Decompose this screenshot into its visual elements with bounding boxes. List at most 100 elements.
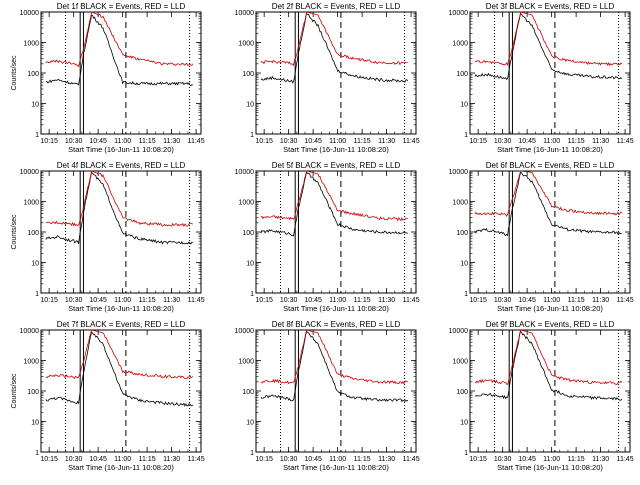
x-tick-label: 10:45 <box>304 297 322 304</box>
x-tick-label: 10:30 <box>280 297 298 304</box>
x-tick-label: 10:15 <box>255 456 273 463</box>
x-tick-label: 11:30 <box>163 456 180 463</box>
x-tick-label: 11:45 <box>403 456 420 463</box>
x-tick-label: 11:00 <box>329 297 346 304</box>
chart-title: Det 1f BLACK = Events, RED = LLD <box>57 2 186 11</box>
chart-panel-1: Det 1f BLACK = Events, RED = LLD 1 10 100 10… <box>11 2 205 154</box>
series-line-lld <box>474 329 623 385</box>
x-tick-label: 11:00 <box>114 138 131 145</box>
y-axis-label: Counts/sec <box>11 373 18 409</box>
x-tick-label: 10:15 <box>469 138 487 145</box>
y-tick-label: 10 <box>460 261 468 268</box>
x-axis-label: Start Time (16-Jun-11 10:08:20) <box>283 463 389 472</box>
x-tick-label: 11:30 <box>378 138 395 145</box>
chart-panel-9: Det 9f BLACK = Events, RED = LLD 1 10 100 10… <box>449 320 634 472</box>
y-axis-label: Counts/sec <box>11 55 18 91</box>
series-line-lld <box>260 11 408 67</box>
y-tick-label: 100 <box>27 230 39 237</box>
x-tick-label: 11:00 <box>543 456 560 463</box>
x-axis-label: Start Time (16-Jun-11 10:08:20) <box>68 463 174 472</box>
x-tick-label: 11:45 <box>188 456 205 463</box>
y-tick-label: 100 <box>27 389 39 396</box>
series-line-lld <box>45 11 194 68</box>
y-tick-label: 100 <box>242 71 254 78</box>
x-axis-label: Start Time (16-Jun-11 10:08:20) <box>283 145 389 154</box>
x-axis-label: Start Time (16-Jun-11 10:08:20) <box>283 304 389 313</box>
chart-title: Det 8f BLACK = Events, RED = LLD <box>272 320 401 329</box>
y-tick-label: 1000 <box>23 359 39 366</box>
y-tick-label: 1 <box>464 450 468 457</box>
chart-title: Det 7f BLACK = Events, RED = LLD <box>57 320 186 329</box>
y-tick-label: 10000 <box>20 169 40 176</box>
series-line-lld <box>45 170 194 228</box>
x-tick-label: 11:15 <box>354 456 371 463</box>
x-tick-label: 11:00 <box>114 297 131 304</box>
y-tick-label: 10 <box>246 102 254 109</box>
x-tick-label: 11:15 <box>139 297 156 304</box>
x-tick-label: 10:30 <box>280 138 298 145</box>
chart-panel-4: Det 4f BLACK = Events, RED = LLD 1 10 100 10… <box>11 161 205 313</box>
y-tick-label: 1 <box>464 291 468 298</box>
x-tick-label: 10:30 <box>280 456 298 463</box>
x-tick-label: 11:15 <box>354 297 371 304</box>
chart-title: Det 2f BLACK = Events, RED = LLD <box>272 2 401 11</box>
x-tick-label: 11:00 <box>329 456 346 463</box>
y-tick-label: 1 <box>250 132 254 139</box>
x-tick-label: 10:45 <box>304 456 322 463</box>
x-tick-label: 10:30 <box>494 456 512 463</box>
chart-panel-7: Det 7f BLACK = Events, RED = LLD 1 10 100 10… <box>11 320 205 472</box>
x-tick-label: 10:15 <box>40 297 58 304</box>
y-tick-label: 10000 <box>449 10 469 17</box>
chart-panel-5: Det 5f BLACK = Events, RED = LLD 1 10 100 10… <box>235 161 420 313</box>
series-line-events <box>260 171 408 237</box>
y-tick-label: 10000 <box>235 169 255 176</box>
x-tick-label: 10:15 <box>469 456 487 463</box>
x-tick-label: 10:15 <box>255 297 273 304</box>
x-tick-label: 11:15 <box>568 138 585 145</box>
x-axis-label: Start Time (16-Jun-11 10:08:20) <box>497 145 603 154</box>
y-tick-label: 10000 <box>235 328 255 335</box>
y-tick-label: 10 <box>31 261 39 268</box>
x-tick-label: 11:45 <box>188 138 205 145</box>
y-tick-label: 10000 <box>449 328 469 335</box>
chart-title: Det 9f BLACK = Events, RED = LLD <box>486 320 615 329</box>
y-tick-label: 1000 <box>238 359 254 366</box>
x-tick-label: 11:15 <box>139 138 156 145</box>
series-line-lld <box>474 170 623 217</box>
x-tick-label: 11:30 <box>592 456 609 463</box>
y-axis-label: Counts/sec <box>11 214 18 250</box>
x-tick-label: 11:15 <box>354 138 371 145</box>
series-line-events <box>260 330 409 403</box>
y-tick-label: 100 <box>242 230 254 237</box>
x-tick-label: 11:15 <box>568 297 585 304</box>
y-tick-label: 10 <box>31 102 39 109</box>
y-tick-label: 100 <box>456 230 468 237</box>
x-tick-label: 11:30 <box>163 297 180 304</box>
x-tick-label: 10:30 <box>494 297 512 304</box>
y-tick-label: 10 <box>246 420 254 427</box>
x-tick-label: 11:00 <box>329 138 346 145</box>
x-tick-label: 11:30 <box>378 456 395 463</box>
chart-panel-3: Det 3f BLACK = Events, RED = LLD 1 10 100 10… <box>449 2 634 154</box>
x-tick-label: 11:00 <box>114 456 131 463</box>
x-tick-label: 11:00 <box>543 297 560 304</box>
x-tick-label: 11:45 <box>617 138 634 145</box>
y-tick-label: 1000 <box>452 200 468 207</box>
chart-title: Det 6f BLACK = Events, RED = LLD <box>486 161 615 170</box>
x-tick-label: 11:45 <box>617 456 634 463</box>
y-tick-label: 1 <box>464 132 468 139</box>
series-line-lld <box>260 170 408 222</box>
x-tick-label: 11:30 <box>163 138 180 145</box>
chart-panel-6: Det 6f BLACK = Events, RED = LLD 1 10 100 10… <box>449 161 634 313</box>
y-tick-label: 1 <box>35 291 39 298</box>
series-line-events <box>45 14 193 87</box>
x-tick-label: 10:45 <box>518 138 536 145</box>
y-tick-label: 1000 <box>23 200 39 207</box>
y-tick-label: 10000 <box>20 328 40 335</box>
series-line-events <box>474 171 622 237</box>
series-line-lld <box>260 329 408 385</box>
x-tick-label: 10:45 <box>518 456 536 463</box>
x-axis-label: Start Time (16-Jun-11 10:08:20) <box>497 304 603 313</box>
